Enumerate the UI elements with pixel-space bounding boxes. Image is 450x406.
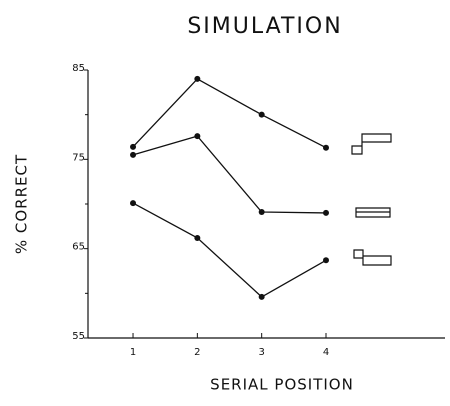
series-line [132, 78, 327, 149]
x-axis-label: SERIAL POSITION [210, 376, 354, 394]
data-point [258, 293, 265, 300]
y-tick-label: 55 [72, 331, 85, 342]
x-tick-label: 3 [258, 347, 264, 358]
y-tick-label: 75 [72, 152, 85, 163]
data-point [194, 133, 201, 140]
symbol-middle [355, 207, 391, 218]
data-point [130, 200, 137, 207]
data-point [194, 75, 201, 82]
data-point [194, 234, 201, 241]
legend-symbols [351, 133, 392, 266]
data-point [323, 144, 329, 151]
y-tick-label: 85 [72, 63, 85, 74]
x-tick-label: 1 [130, 347, 136, 358]
series-line [132, 202, 327, 298]
data-point [258, 209, 265, 216]
data-point [323, 209, 329, 216]
data-point [258, 111, 265, 118]
series-line [132, 135, 327, 214]
x-tick-label: 2 [194, 347, 200, 358]
data-point [130, 151, 137, 158]
data-point [323, 257, 329, 264]
y-axis-label: % CORRECT [13, 154, 31, 254]
y-tick-label: 65 [72, 242, 85, 253]
chart-title: SIMULATION [187, 14, 342, 39]
x-tick-label: 4 [323, 347, 329, 358]
symbol-bottom [353, 249, 392, 266]
symbol-top [351, 133, 392, 155]
data-point [130, 143, 137, 150]
